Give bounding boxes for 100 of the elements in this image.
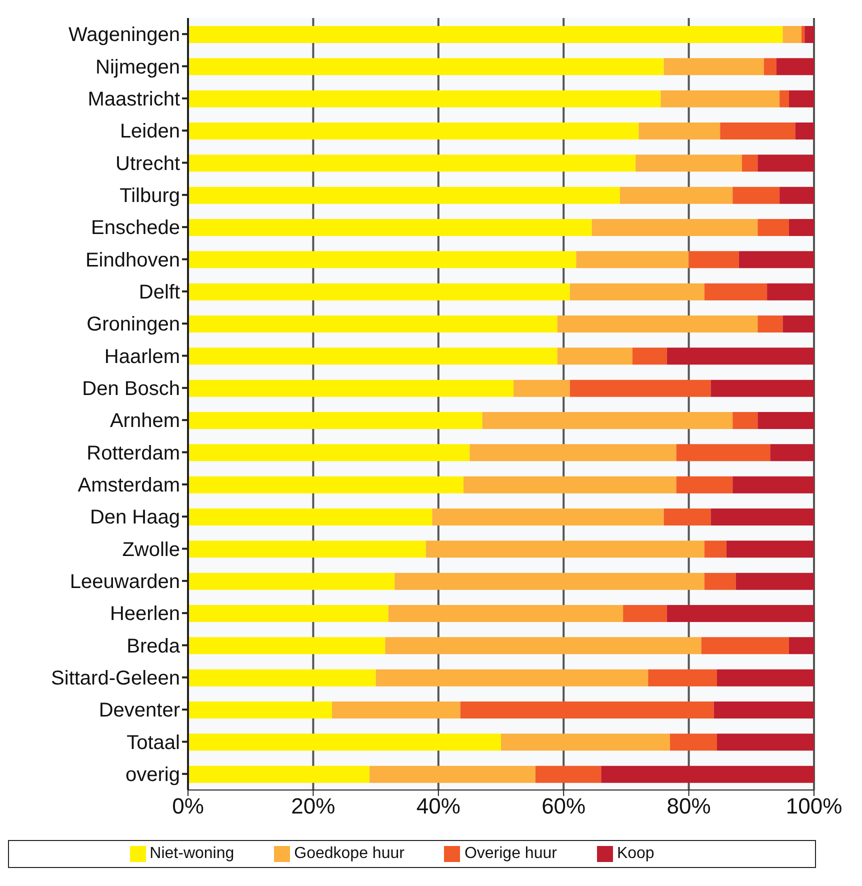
bar: [535, 766, 602, 783]
bar: [370, 766, 536, 783]
bar: [704, 572, 736, 590]
bar: [623, 605, 667, 622]
bar: [188, 412, 482, 429]
bar: [701, 637, 789, 654]
bar: [188, 58, 664, 76]
bar: [636, 154, 742, 172]
bar: [676, 476, 733, 494]
y-tick-label: Groningen: [86, 314, 180, 336]
bar: [782, 26, 802, 43]
y-tick-label: Heerlen: [110, 603, 180, 626]
bar: [632, 348, 667, 365]
bar: [592, 219, 758, 236]
y-tick-label: Haarlem: [104, 346, 180, 368]
bar: [188, 380, 514, 397]
bar: [470, 444, 676, 462]
bar: [770, 444, 814, 462]
bar: [732, 186, 780, 204]
bar: [704, 540, 726, 558]
y-tick-label: Den Haag: [90, 506, 180, 529]
bar: [660, 90, 780, 108]
bar: [188, 219, 592, 236]
bar: [394, 572, 704, 590]
y-tick-label: Breda: [126, 635, 181, 658]
bar: [557, 348, 632, 365]
y-tick-label: Nijmegen: [96, 56, 180, 78]
bar: [570, 380, 711, 397]
y-tick-label: Leeuwarden: [70, 571, 180, 594]
bar: [188, 734, 501, 751]
bar: [664, 508, 711, 526]
bar: [188, 540, 426, 558]
bar: [776, 58, 814, 76]
y-tick-label: Arnhem: [110, 410, 180, 432]
bar: [188, 316, 558, 332]
bar: [732, 412, 758, 429]
y-tick-label: Amsterdam: [78, 474, 180, 497]
bar: [758, 154, 814, 172]
bar: [188, 766, 370, 783]
y-tick-label: overig: [126, 764, 180, 786]
bar: [767, 283, 814, 300]
bar: [716, 734, 814, 751]
y-tick-label: Zwolle: [122, 538, 180, 561]
bar: [188, 348, 558, 365]
bar: [460, 702, 714, 718]
bar: [188, 605, 388, 622]
x-tick-label: 40%: [416, 794, 460, 819]
y-tick-label: Utrecht: [116, 152, 180, 175]
bar: [514, 380, 570, 397]
bar: [720, 122, 796, 140]
bar: [188, 702, 332, 718]
x-tick-label: 80%: [666, 794, 711, 819]
bar: [788, 90, 814, 108]
bar: [188, 283, 570, 300]
bar: [188, 186, 620, 204]
bar: [501, 734, 670, 751]
bar: [758, 316, 783, 332]
bar: [482, 412, 733, 429]
y-tick-label: Deventer: [98, 700, 180, 722]
bar: [188, 90, 661, 108]
bar: [620, 186, 733, 204]
bar: [758, 219, 789, 236]
bar: [188, 154, 636, 172]
bar: [188, 637, 386, 654]
bar: [432, 508, 664, 526]
bar: [688, 251, 739, 268]
bar: [664, 58, 764, 76]
y-tick-label: Sittard-Geleen: [51, 668, 180, 690]
y-tick-label: Rotterdam: [86, 442, 180, 464]
y-tick-label: Enschede: [91, 217, 180, 240]
bar: [736, 572, 814, 590]
bar: [188, 669, 376, 686]
bar: [188, 444, 470, 462]
bar: [758, 412, 814, 429]
bar: [666, 605, 814, 622]
bar: [738, 251, 814, 268]
bar: [732, 476, 814, 494]
bar: [188, 122, 639, 140]
bar: [676, 444, 770, 462]
bar: [188, 476, 464, 494]
bar: [780, 90, 789, 108]
bar: [788, 219, 814, 236]
legend-label: Overige huur: [464, 845, 557, 862]
y-tick-label: Wageningen: [68, 24, 180, 46]
x-tick-label: 100%: [786, 794, 842, 819]
bar: [385, 637, 702, 654]
bar: [576, 251, 689, 268]
bar: [804, 26, 814, 43]
bar: [782, 316, 814, 332]
bar: [666, 348, 814, 365]
bar: [188, 26, 783, 43]
bar: [710, 380, 814, 397]
x-tick-label: 60%: [542, 794, 586, 819]
bar: [601, 766, 814, 783]
bar: [376, 669, 648, 686]
bar: [710, 508, 814, 526]
y-tick-label: Maastricht: [88, 88, 180, 111]
bar: [648, 669, 717, 686]
legend-label: Goedkope huur: [294, 845, 404, 862]
bar: [188, 251, 576, 268]
